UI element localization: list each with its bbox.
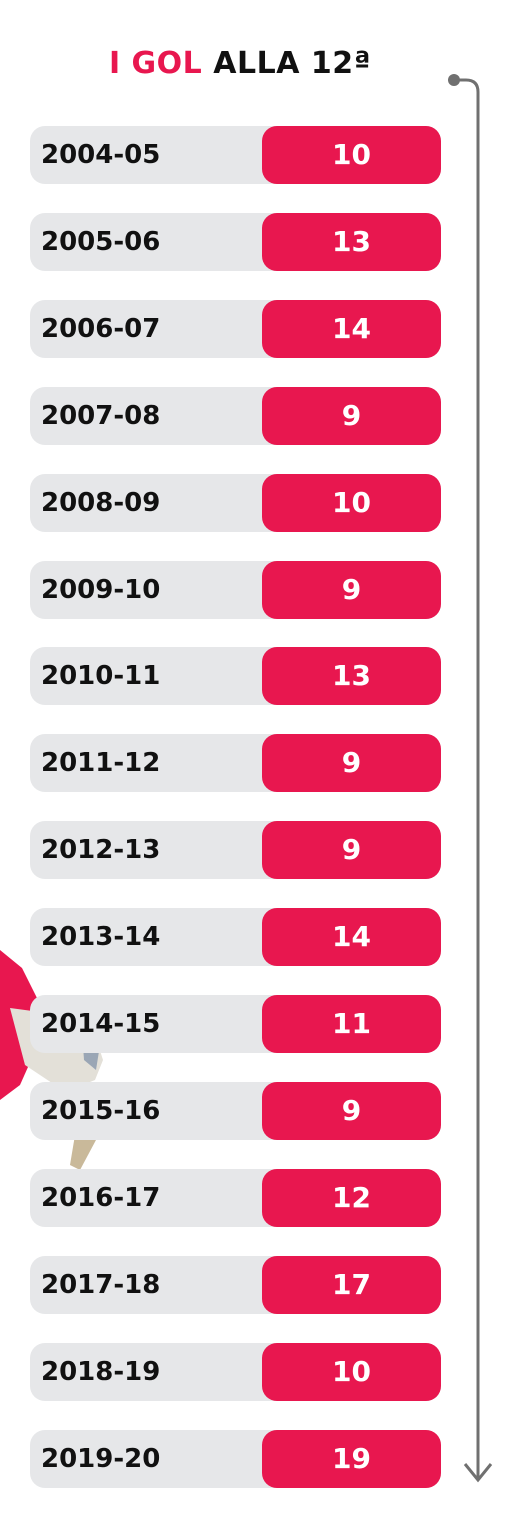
season-label: 2008-09 xyxy=(41,488,161,518)
season-label: 2005-06 xyxy=(41,227,161,257)
goals-value: 10 xyxy=(262,1343,441,1401)
goals-value: 10 xyxy=(262,126,441,184)
season-row: 2011-12 9 xyxy=(30,734,441,792)
season-label: 2012-13 xyxy=(41,835,161,865)
season-row: 2013-14 14 xyxy=(30,908,441,966)
season-row: 2015-16 9 xyxy=(30,1082,441,1140)
goals-value: 9 xyxy=(262,821,441,879)
season-row: 2014-15 11 xyxy=(30,995,441,1053)
goals-value: 14 xyxy=(262,300,441,358)
goals-value: 9 xyxy=(262,734,441,792)
season-label: 2007-08 xyxy=(41,401,161,431)
season-row: 2017-18 17 xyxy=(30,1256,441,1314)
title-part2: ALLA 12ª xyxy=(213,46,372,81)
goals-value: 13 xyxy=(262,213,441,271)
goals-value: 19 xyxy=(262,1430,441,1488)
season-row: 2018-19 10 xyxy=(30,1343,441,1401)
goals-value: 12 xyxy=(262,1169,441,1227)
goals-value: 14 xyxy=(262,908,441,966)
season-row: 2019-20 19 xyxy=(30,1430,441,1488)
goals-value: 11 xyxy=(262,995,441,1053)
season-row: 2010-11 13 xyxy=(30,647,441,705)
season-row: 2007-08 9 xyxy=(30,387,441,445)
title-part1: I GOL xyxy=(108,46,203,81)
goals-value: 9 xyxy=(262,387,441,445)
goals-value: 17 xyxy=(262,1256,441,1314)
season-row: 2016-17 12 xyxy=(30,1169,441,1227)
season-label: 2010-11 xyxy=(41,661,161,691)
season-label: 2017-18 xyxy=(41,1270,161,1300)
goals-value: 10 xyxy=(262,474,441,532)
season-label: 2018-19 xyxy=(41,1357,161,1387)
goals-value: 13 xyxy=(262,647,441,705)
season-row: 2005-06 13 xyxy=(30,213,441,271)
chart-title: I GOL ALLA 12ª xyxy=(0,46,480,81)
season-label: 2013-14 xyxy=(41,922,161,952)
season-label: 2004-05 xyxy=(41,140,161,170)
season-row: 2006-07 14 xyxy=(30,300,441,358)
goals-value: 9 xyxy=(262,1082,441,1140)
season-label: 2009-10 xyxy=(41,575,161,605)
season-label: 2019-20 xyxy=(41,1444,161,1474)
season-label: 2015-16 xyxy=(41,1096,161,1126)
goals-value: 9 xyxy=(262,561,441,619)
season-label: 2006-07 xyxy=(41,314,161,344)
season-row: 2009-10 9 xyxy=(30,561,441,619)
season-row: 2012-13 9 xyxy=(30,821,441,879)
season-row: 2004-05 10 xyxy=(30,126,441,184)
season-row: 2008-09 10 xyxy=(30,474,441,532)
season-label: 2014-15 xyxy=(41,1009,161,1039)
season-label: 2011-12 xyxy=(41,748,161,778)
season-label: 2016-17 xyxy=(41,1183,161,1213)
